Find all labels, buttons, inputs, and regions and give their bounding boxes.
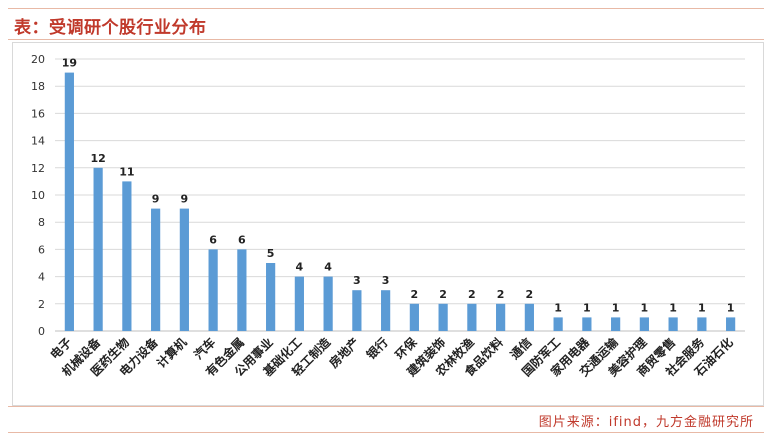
data-label: 9 — [181, 193, 189, 206]
bar-机械设备 — [93, 167, 103, 331]
source-note: 图片来源：ifind，九方金融研究所 — [538, 415, 754, 430]
x-tick-label: 房地产 — [326, 335, 362, 371]
bar-银行 — [381, 290, 391, 331]
data-label: 1 — [554, 301, 562, 314]
bar-环保 — [409, 303, 419, 331]
y-tick-label: 10 — [31, 189, 45, 202]
data-label: 1 — [612, 301, 620, 314]
bars — [64, 72, 736, 331]
chart-frame: 0 2 4 6 8 10 12 14 16 18 20 19 12 11 9 9 6 6 5 4 4 3 3 2 2 2 2 2 1 1… — [12, 42, 764, 406]
y-tick-label: 18 — [31, 80, 45, 93]
data-label: 6 — [238, 233, 246, 246]
chart-title: 表：受调研个股行业分布 — [14, 18, 207, 38]
data-label: 19 — [62, 57, 77, 70]
y-tick-label: 2 — [38, 298, 45, 311]
y-tick-label: 0 — [38, 325, 45, 338]
bar-房地产 — [352, 290, 362, 331]
data-label: 4 — [296, 261, 304, 274]
x-tick-label: 计算机 — [153, 335, 189, 371]
data-label: 2 — [439, 288, 447, 301]
bar-石油石化 — [726, 317, 736, 331]
bar-基础化工 — [294, 276, 304, 331]
data-label: 2 — [526, 288, 534, 301]
bar-商贸零售 — [668, 317, 678, 331]
data-label: 4 — [324, 261, 332, 274]
y-tick-label: 12 — [31, 162, 45, 175]
grid-layer — [55, 58, 745, 332]
bar-农林牧渔 — [467, 303, 477, 331]
bar-有色金属 — [237, 249, 247, 331]
data-label: 1 — [583, 301, 591, 314]
bar-美容护理 — [639, 317, 649, 331]
bar-家用电器 — [582, 317, 592, 331]
data-label: 1 — [727, 301, 735, 314]
bar-国防军工 — [553, 317, 563, 331]
data-label: 2 — [497, 288, 505, 301]
data-label: 5 — [267, 247, 275, 260]
title-bar: 表：受调研个股行业分布 — [8, 8, 764, 40]
data-label: 11 — [119, 165, 134, 178]
data-label: 12 — [90, 152, 105, 165]
bar-轻工制造 — [323, 276, 333, 331]
x-tick-label: 银行 — [363, 335, 391, 363]
bar-计算机 — [179, 208, 189, 331]
bar-社会服务 — [697, 317, 707, 331]
bar-电子 — [64, 72, 74, 331]
data-label: 6 — [209, 233, 217, 246]
y-tick-label: 20 — [31, 53, 45, 66]
bar-建筑装饰 — [438, 303, 448, 331]
bar-汽车 — [208, 249, 218, 331]
data-label: 1 — [698, 301, 706, 314]
y-tick-label: 4 — [38, 271, 45, 284]
bar-食品饮料 — [496, 303, 506, 331]
data-label: 2 — [468, 288, 476, 301]
y-tick-label: 8 — [38, 216, 45, 229]
data-label: 1 — [669, 301, 677, 314]
y-tick-label: 6 — [38, 243, 45, 256]
data-label: 2 — [411, 288, 419, 301]
data-label: 1 — [641, 301, 649, 314]
y-tick-label: 16 — [31, 107, 45, 120]
y-tick-label: 14 — [31, 135, 45, 148]
bar-电力设备 — [151, 208, 161, 331]
footer: 图片来源：ifind，九方金融研究所 — [8, 406, 764, 433]
data-label: 3 — [382, 274, 390, 287]
bar-通信 — [524, 303, 534, 331]
bar-医药生物 — [122, 181, 132, 331]
data-label: 9 — [152, 193, 160, 206]
bar-公用事业 — [266, 263, 276, 331]
data-label: 3 — [353, 274, 361, 287]
bar-交通运输 — [611, 317, 621, 331]
